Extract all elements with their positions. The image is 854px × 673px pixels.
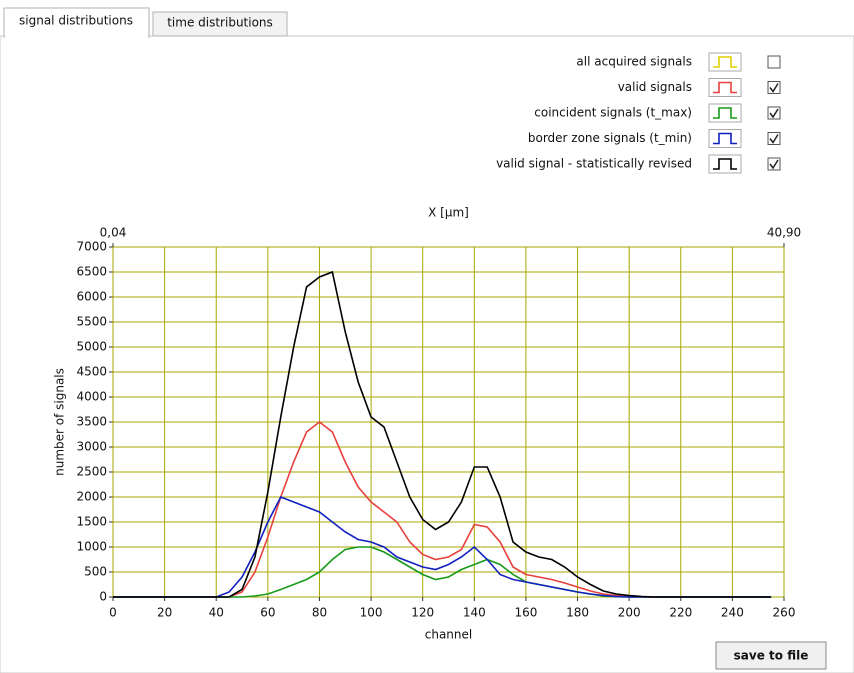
button-label[interactable]: save to file [734,649,809,663]
legend-swatch [713,132,737,145]
tab-label[interactable]: time distributions [167,16,273,30]
legend-swatch [713,107,737,119]
x-tick-label: 100 [360,606,383,620]
y-tick-label: 7000 [76,240,107,254]
y-tick-label: 5500 [76,315,107,329]
legend-swatch [713,56,737,68]
series-line [113,270,772,598]
x-tick-label: 40 [209,606,224,620]
x-tick-label: 80 [312,606,327,620]
legend-swatch-box [708,78,742,97]
x-tick-label: 200 [618,606,641,620]
x2-axis-label: X [µm] [428,206,469,220]
x-tick-label: 220 [669,606,692,620]
x-tick-label: 180 [566,606,589,620]
legend-swatch [713,81,737,94]
legend-swatch-box [708,154,742,174]
x2-tick-label: 40,90 [767,226,801,240]
y-tick-label: 6000 [76,290,107,304]
checkbox[interactable] [767,132,781,145]
y-tick-label: 1000 [76,540,107,554]
legend-swatch-box [708,52,742,72]
x2-tick-label: 0,04 [100,226,127,240]
legend-swatch-box [708,129,742,148]
y-tick-label: 500 [84,565,107,579]
legend-label: all acquired signals [576,55,692,69]
x-tick-label: 140 [463,606,486,620]
tab-label[interactable]: signal distributions [19,14,133,28]
y-tick-label: 1500 [76,515,107,529]
checkmark [769,134,779,144]
y-axis-label: number of signals [53,368,67,476]
checkbox[interactable] [767,81,781,94]
tab[interactable] [152,11,288,37]
y-tick-label: 3000 [76,440,107,454]
y-tick-label: 4000 [76,390,107,404]
checkmark [769,83,779,93]
legend-label: border zone signals (t_min) [528,131,692,145]
tab-active[interactable] [3,7,150,38]
x-tick-label: 240 [721,606,744,620]
checkbox[interactable] [767,157,781,171]
checkmark [769,159,779,170]
checkbox[interactable] [767,55,781,69]
y-tick-label: 2000 [76,490,107,504]
button[interactable] [715,641,827,670]
y-tick-label: 2500 [76,465,107,479]
y-tick-label: 0 [99,590,107,604]
y-tick-label: 4500 [76,365,107,379]
legend-label: valid signal - statistically revised [496,157,692,171]
legend-swatch [713,158,737,170]
y-tick-label: 5000 [76,340,107,354]
legend-swatch-box [708,103,742,123]
x-tick-label: 260 [773,606,796,620]
y-tick-label: 6500 [76,265,107,279]
x-tick-label: 0 [109,606,117,620]
legend-label: valid signals [618,80,692,94]
x-tick-label: 160 [514,606,537,620]
x-tick-label: 60 [260,606,275,620]
checkmark [769,108,779,119]
x-tick-label: 20 [157,606,172,620]
x-axis-label: channel [425,628,472,642]
y-tick-label: 3500 [76,415,107,429]
x-tick-label: 120 [411,606,434,620]
checkbox[interactable] [767,106,781,120]
legend-label: coincident signals (t_max) [534,106,692,120]
